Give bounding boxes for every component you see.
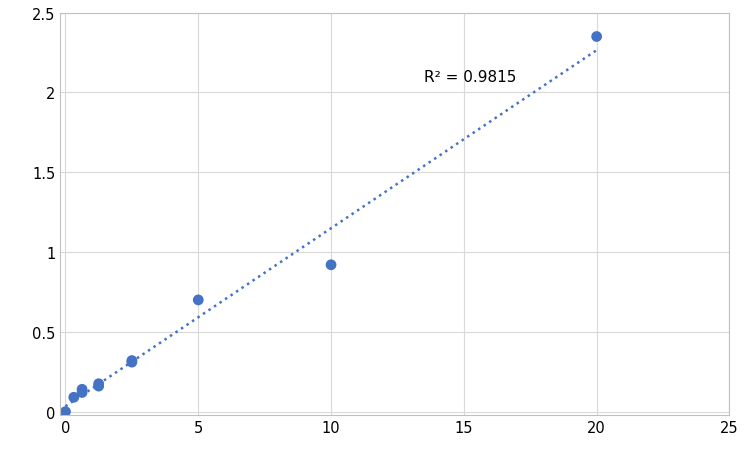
Point <box>76 386 88 393</box>
Point <box>193 297 205 304</box>
Point <box>59 408 71 415</box>
Point <box>126 357 138 364</box>
Text: R² = 0.9815: R² = 0.9815 <box>424 70 517 85</box>
Point <box>92 380 105 387</box>
Point <box>92 382 105 390</box>
Point <box>590 34 602 41</box>
Point <box>76 389 88 396</box>
Point <box>325 262 337 269</box>
Point <box>68 394 80 401</box>
Point <box>126 359 138 366</box>
